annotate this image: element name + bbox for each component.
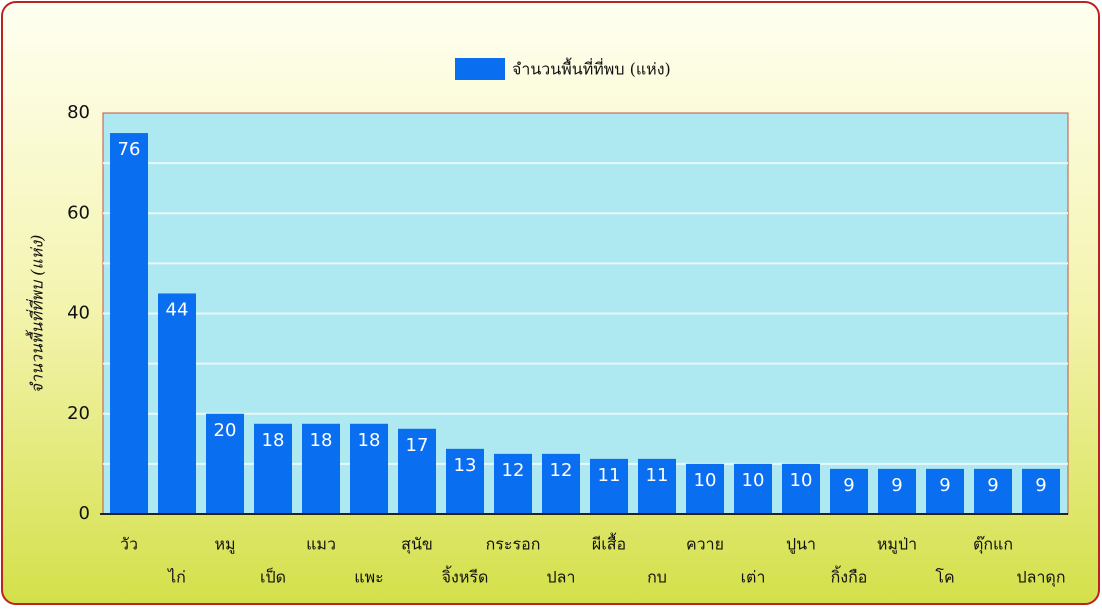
x-tick-label: วัว <box>120 535 138 554</box>
legend-swatch <box>455 58 505 80</box>
bar <box>974 468 1012 514</box>
y-tick-label: 80 <box>67 102 90 123</box>
data-label: 11 <box>646 465 669 486</box>
data-label: 10 <box>742 470 765 491</box>
data-label: 12 <box>502 460 525 481</box>
y-tick-label: 60 <box>67 202 90 223</box>
x-tick-label: ไก่ <box>166 568 186 587</box>
y-axis-title: จำนวนพื้นที่ที่พบ (แห่ง) <box>26 235 47 394</box>
data-label: 9 <box>987 475 998 496</box>
bar <box>590 458 628 514</box>
data-label: 18 <box>310 430 333 451</box>
data-label: 9 <box>843 475 854 496</box>
x-tick-label: สุนัข <box>401 535 433 555</box>
x-tick-label: ปูนา <box>786 535 816 555</box>
bar <box>350 423 388 514</box>
x-tick-label: ปลาดุก <box>1016 568 1065 588</box>
x-tick-label: หมูป่า <box>877 535 917 555</box>
bar <box>110 133 148 515</box>
y-tick-label: 20 <box>67 403 90 424</box>
bar <box>542 453 580 514</box>
x-tick-label: แพะ <box>354 568 383 587</box>
bar <box>302 423 340 514</box>
y-tick-label: 40 <box>67 303 90 324</box>
y-tick-label: 0 <box>79 503 90 524</box>
bar <box>1022 468 1060 514</box>
x-tick-label: เต่า <box>741 568 766 587</box>
x-tick-label: กระรอก <box>486 535 541 554</box>
bar <box>446 448 484 514</box>
bar <box>494 453 532 514</box>
data-label: 20 <box>214 420 237 441</box>
x-tick-label: กิ้งกือ <box>831 566 868 587</box>
data-label: 9 <box>1035 475 1046 496</box>
legend-label: จำนวนพื้นที่ที่พบ (แห่ง) <box>512 58 671 79</box>
data-label: 10 <box>790 470 813 491</box>
bar <box>158 293 196 514</box>
bar <box>398 428 436 514</box>
data-label: 11 <box>598 465 621 486</box>
data-label: 17 <box>406 435 429 456</box>
x-tick-label: ควาย <box>686 535 724 554</box>
data-label: 9 <box>891 475 902 496</box>
data-label: 13 <box>454 455 477 476</box>
x-tick-label: แมว <box>306 535 336 554</box>
x-tick-label: กบ <box>647 568 667 587</box>
data-label: 44 <box>166 299 189 320</box>
bar <box>782 463 820 514</box>
x-tick-label: ตุ๊กแก <box>973 535 1013 555</box>
bar <box>254 423 292 514</box>
x-tick-label: ปลา <box>547 568 576 587</box>
data-label: 10 <box>694 470 717 491</box>
bar <box>206 413 244 514</box>
data-label: 12 <box>550 460 573 481</box>
bar <box>878 468 916 514</box>
bar <box>638 458 676 514</box>
data-label: 76 <box>118 139 141 160</box>
bar <box>734 463 772 514</box>
x-tick-label: จิ้งหรีด <box>442 566 489 587</box>
x-tick-label: ผีเสื้อ <box>592 533 626 554</box>
bar <box>926 468 964 514</box>
x-tick-label: หมู <box>214 535 235 555</box>
bar <box>830 468 868 514</box>
x-tick-label: เป็ด <box>260 567 286 587</box>
data-label: 9 <box>939 475 950 496</box>
bar <box>686 463 724 514</box>
data-label: 18 <box>262 430 285 451</box>
x-tick-label: โค <box>935 568 954 587</box>
data-label: 18 <box>358 430 381 451</box>
